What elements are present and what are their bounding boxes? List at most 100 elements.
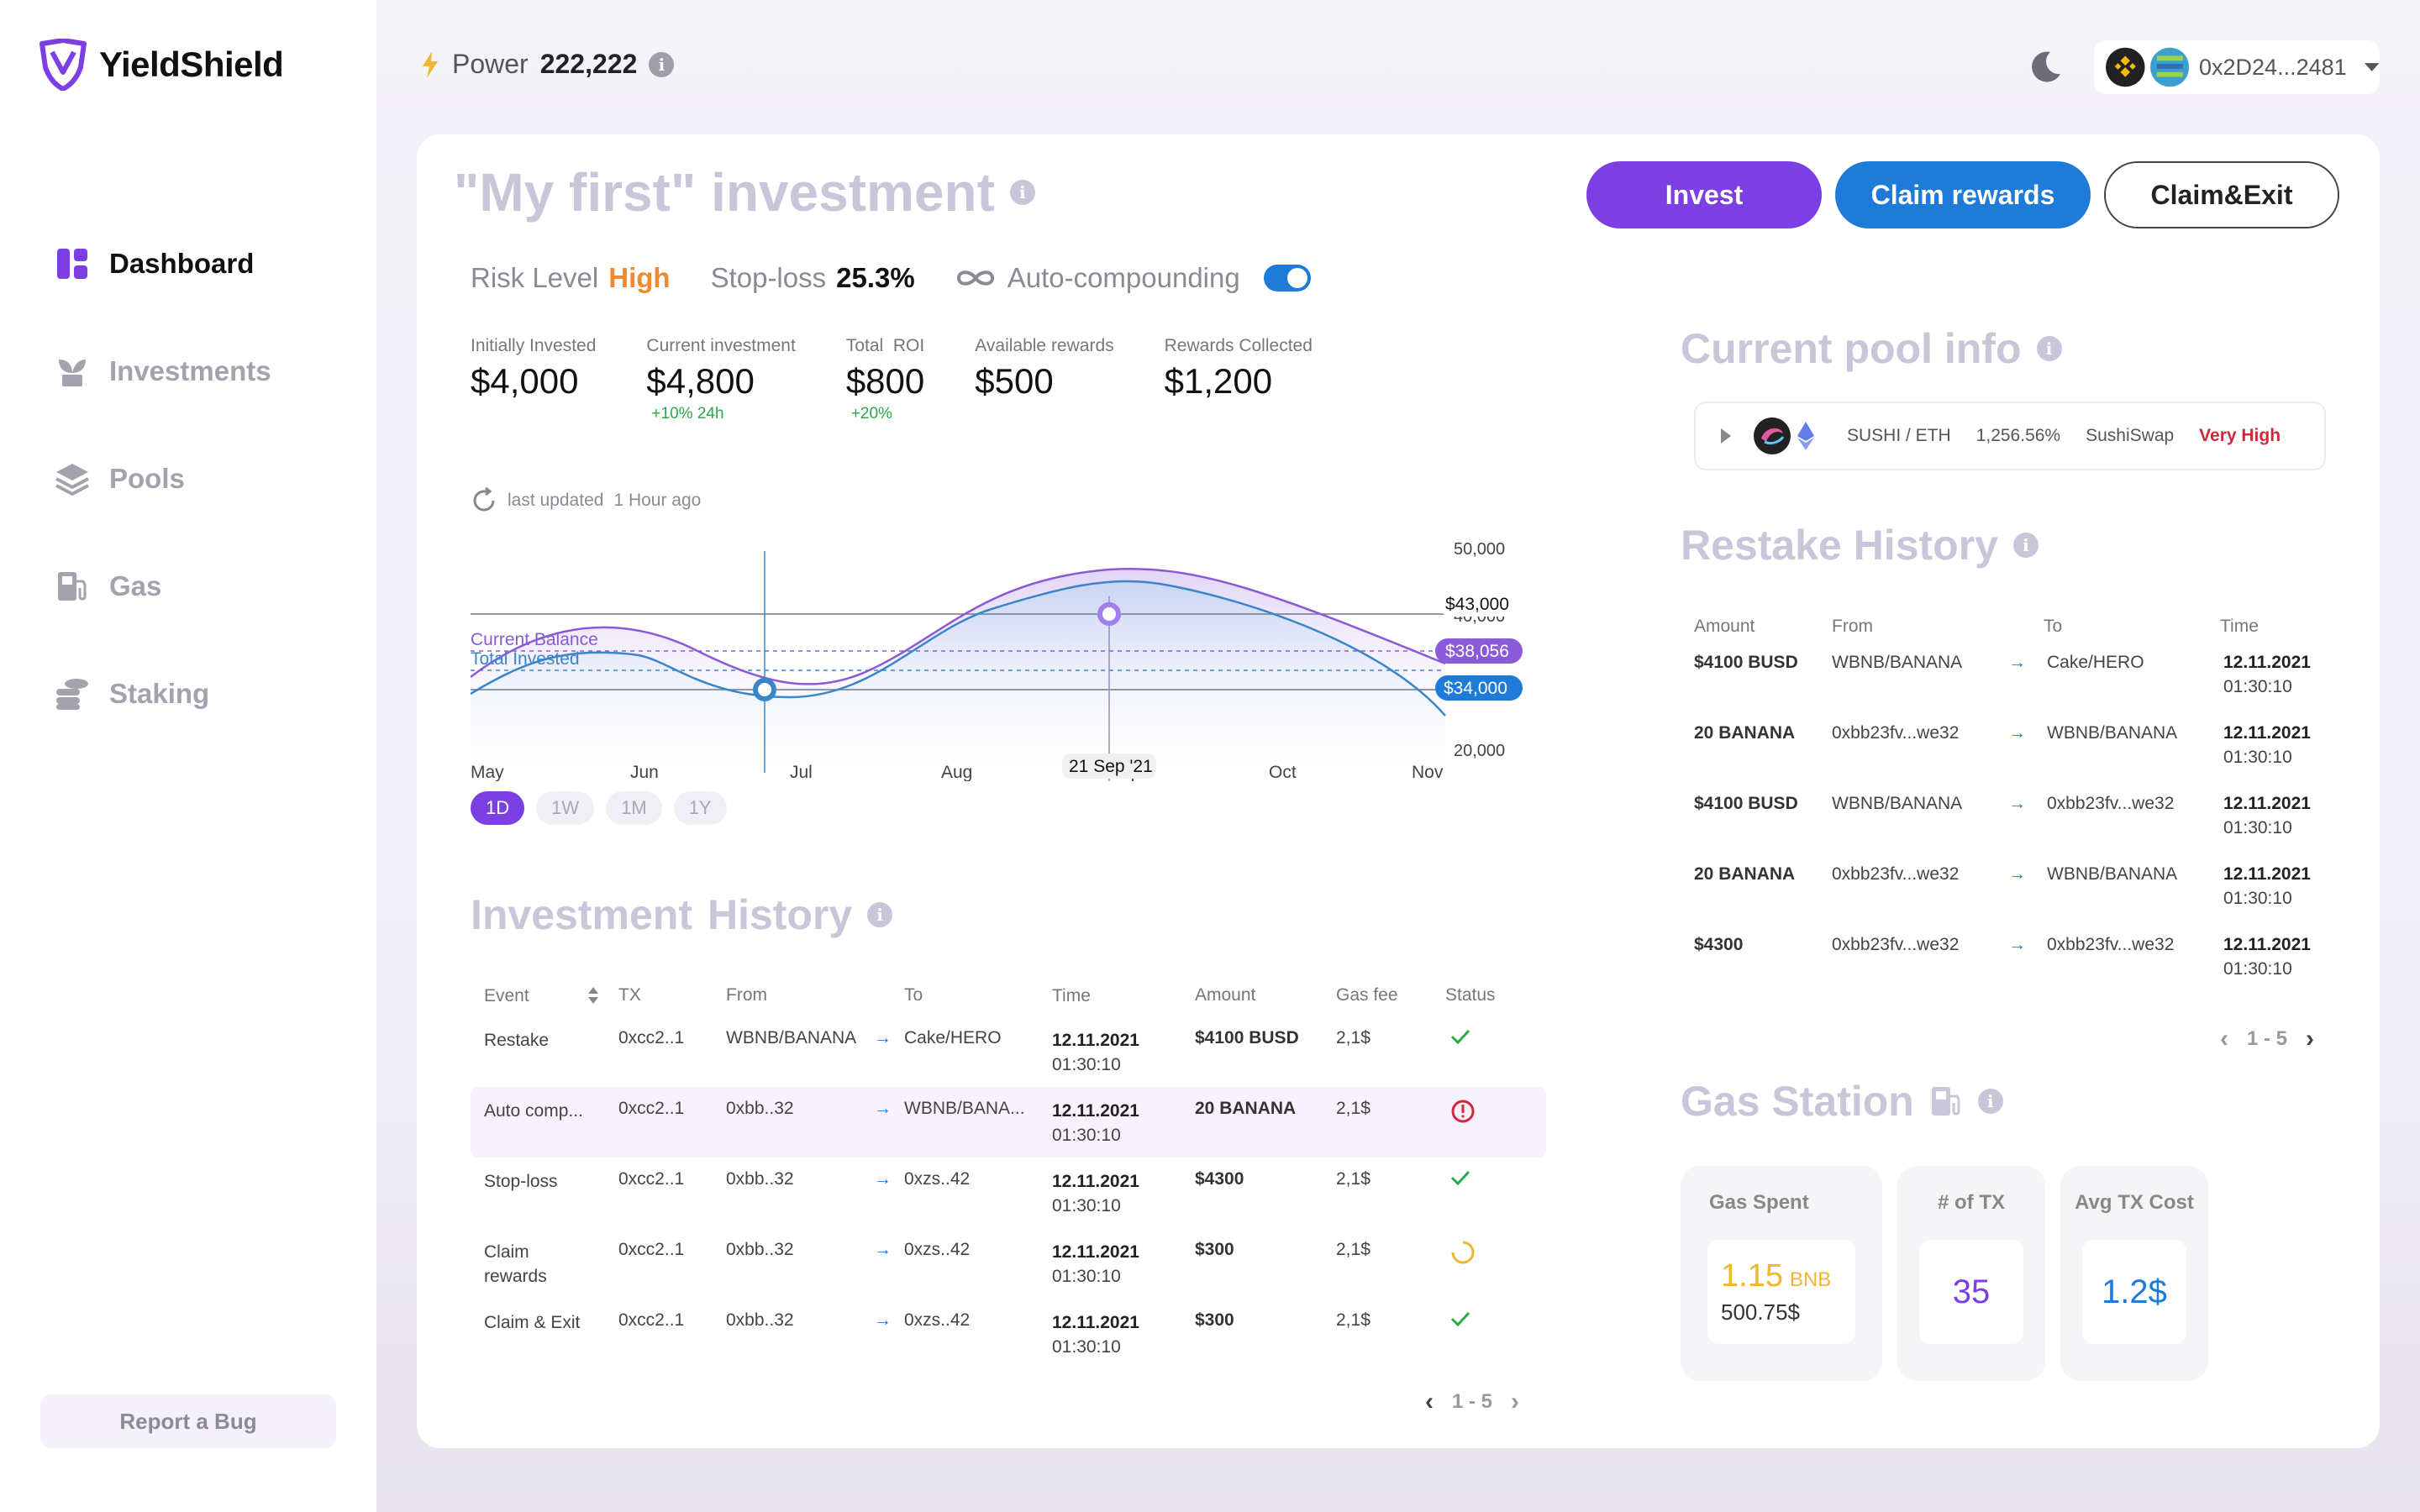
- cell-from: 0xbb23fv...we32: [1832, 935, 1960, 954]
- stat-label: Rewards Collected: [1164, 336, 1313, 355]
- cell-to: WBNB/BANA...: [904, 1099, 1025, 1118]
- cell-date: 12.11.2021: [1052, 1172, 1139, 1191]
- cell-tx[interactable]: 0xcc2..1: [618, 1028, 685, 1047]
- cell-to: 0xbb23fv...we32: [2047, 794, 2175, 813]
- range-1w[interactable]: 1W: [536, 791, 595, 825]
- info-icon[interactable]: i: [1009, 180, 1035, 205]
- chevron-right-icon[interactable]: ›: [2306, 1025, 2315, 1053]
- info-icon[interactable]: i: [649, 51, 675, 77]
- range-1y[interactable]: 1Y: [673, 791, 727, 825]
- cell-tx[interactable]: 0xcc2..1: [618, 1310, 685, 1330]
- arrow-right-icon: →: [874, 1169, 892, 1189]
- value-badge-bg: [1439, 591, 1519, 617]
- x-tick-label: May: [471, 763, 504, 781]
- chevron-left-icon[interactable]: ‹: [1425, 1388, 1434, 1415]
- table-row[interactable]: $4300 0xbb23fv...we32 → 0xbb23fv...we32 12.1…: [1694, 932, 2349, 1003]
- section-title: Restake History: [1681, 522, 1998, 569]
- gas-spent-value: 1.15: [1721, 1258, 1783, 1294]
- cell-event: Restake: [484, 1031, 550, 1050]
- table-header: Amount From To Time: [1694, 603, 2349, 650]
- sidebar-item-investments[interactable]: Investments: [54, 318, 271, 425]
- info-icon[interactable]: i: [2012, 533, 2039, 558]
- sidebar-item-pools[interactable]: Pools: [54, 425, 271, 533]
- cell-tx[interactable]: 0xcc2..1: [618, 1169, 685, 1189]
- gas-spent-unit: BNB: [1789, 1268, 1832, 1291]
- chevron-left-icon[interactable]: ‹: [2220, 1025, 2228, 1053]
- power-indicator: Power 222,222 i: [420, 49, 675, 80]
- dark-mode-toggle[interactable]: [2027, 49, 2064, 90]
- app-logo[interactable]: YieldShield: [39, 39, 284, 91]
- range-1m[interactable]: 1M: [606, 791, 662, 825]
- wallet-button[interactable]: 0x2D24...2481: [2094, 40, 2380, 94]
- stat-delta: +10% 24h: [651, 405, 724, 423]
- cell-from: WBNB/BANANA: [1832, 653, 1963, 672]
- cell-tx[interactable]: 0xcc2..1: [618, 1099, 685, 1118]
- sidebar-item-label: Staking: [109, 678, 210, 709]
- column-from: From: [726, 985, 767, 1005]
- pool-pair: SUSHI / ETH: [1847, 426, 1951, 445]
- risk-settings-row: Risk Level High Stop-loss 25.3% Auto-com…: [471, 262, 1311, 294]
- table-row[interactable]: 20 BANANA 0xbb23fv...we32 → WBNB/BANANA 12.1…: [1694, 721, 2349, 791]
- sidebar-item-dashboard[interactable]: Dashboard: [54, 210, 271, 318]
- autocompound-label: Auto-compounding: [1007, 262, 1240, 293]
- sort-icon[interactable]: [587, 985, 600, 1005]
- sidebar-item-gas[interactable]: Gas: [54, 533, 271, 640]
- range-1d[interactable]: 1D: [471, 791, 525, 825]
- table-row[interactable]: Claim & Exit 0xcc2..1 0xbb..32 → 0xzs..42 12.…: [471, 1299, 1546, 1369]
- info-icon[interactable]: i: [2036, 336, 2062, 361]
- info-icon[interactable]: i: [1977, 1089, 2003, 1114]
- cell-to: 0xzs..42: [904, 1169, 971, 1189]
- cell-clock: 01:30:10: [1052, 1055, 1121, 1074]
- sidebar-item-staking[interactable]: Staking: [54, 640, 271, 748]
- series-line-total-invested: [471, 580, 1446, 717]
- refresh-icon[interactable]: [471, 487, 497, 514]
- cell-time: 12.11.2021 01:30:10: [1052, 1169, 1195, 1228]
- gas-spent-card: Gas Spent 1.15 BNB 500.75$: [1681, 1166, 1882, 1381]
- cell-amount: 20 BANANA: [1195, 1099, 1297, 1118]
- column-gas-fee: Gas fee: [1336, 985, 1398, 1005]
- table-row[interactable]: Stop-loss 0xcc2..1 0xbb..32 → 0xzs..42 12.11.…: [471, 1158, 1546, 1228]
- chevron-right-icon[interactable]: ›: [1511, 1388, 1520, 1415]
- sidebar-item-label: Dashboard: [109, 248, 255, 279]
- cell-amount: $300: [1195, 1310, 1234, 1330]
- table-row[interactable]: Claim rewards 0xcc2..1 0xbb..32 → 0xzs..42 12…: [471, 1228, 1546, 1299]
- app-name: YieldShield: [99, 45, 284, 84]
- cell-amount: 20 BANANA: [1694, 864, 1796, 884]
- pool-row[interactable]: SUSHI / ETH 1,256.56% SushiSwap Very Hig…: [1694, 402, 2326, 470]
- arrow-right-icon: →: [874, 1240, 892, 1259]
- history-pager: ‹ 1 - 5 ›: [1425, 1388, 1519, 1416]
- power-label: Power: [452, 49, 529, 79]
- gas-station-title: Gas Station i: [1681, 1077, 2003, 1126]
- table-row[interactable]: $4100 BUSD WBNB/BANANA → Cake/HERO 12.11.202…: [1694, 650, 2349, 721]
- cell-from: 0xbb..32: [726, 1310, 794, 1330]
- report-bug-button[interactable]: Report a Bug: [40, 1394, 336, 1448]
- table-row[interactable]: Auto comp... 0xcc2..1 0xbb..32 → WBNB/BANA..…: [471, 1087, 1546, 1158]
- avg-tx-cost-card: Avg TX Cost 1.2$: [2060, 1166, 2208, 1381]
- cell-from: 0xbb23fv...we32: [1832, 864, 1960, 884]
- restake-history-title: Restake History i: [1681, 521, 2039, 570]
- info-icon[interactable]: i: [867, 902, 893, 927]
- stat-delta: +20%: [850, 405, 892, 423]
- cell-event: Claim rewards: [484, 1242, 547, 1286]
- investment-history-title: Investment History i: [471, 890, 893, 939]
- invest-button[interactable]: Invest: [1586, 161, 1822, 228]
- pool-risk: Very High: [2199, 426, 2281, 445]
- column-event[interactable]: Event: [471, 984, 618, 1008]
- expand-icon[interactable]: [1721, 428, 1731, 444]
- claim-exit-button[interactable]: Claim&Exit: [2104, 161, 2339, 228]
- stat-rewards-collected: Rewards Collected $1,200: [1165, 336, 1313, 423]
- autocompound-toggle[interactable]: [1263, 265, 1311, 291]
- cell-event: Claim & Exit: [484, 1313, 581, 1332]
- updated-label: last updated: [508, 491, 604, 510]
- claim-rewards-button[interactable]: Claim rewards: [1835, 161, 2091, 228]
- stat-label: Current investment: [646, 336, 796, 355]
- lightning-icon: [423, 50, 438, 78]
- cell-tx[interactable]: 0xcc2..1: [618, 1240, 685, 1259]
- table-row[interactable]: Restake 0xcc2..1 WBNB/BANANA → Cake/HERO 12.1…: [471, 1016, 1546, 1087]
- table-row[interactable]: 20 BANANA 0xbb23fv...we32 → WBNB/BANANA 12.1…: [1694, 862, 2349, 932]
- table-row[interactable]: $4100 BUSD WBNB/BANANA → 0xbb23fv...we32 12.…: [1694, 791, 2349, 862]
- sushi-token-icon: [1754, 417, 1791, 454]
- moon-icon: [2032, 51, 2060, 82]
- stat-total-roi: Total ROI $800 +20%: [846, 336, 924, 423]
